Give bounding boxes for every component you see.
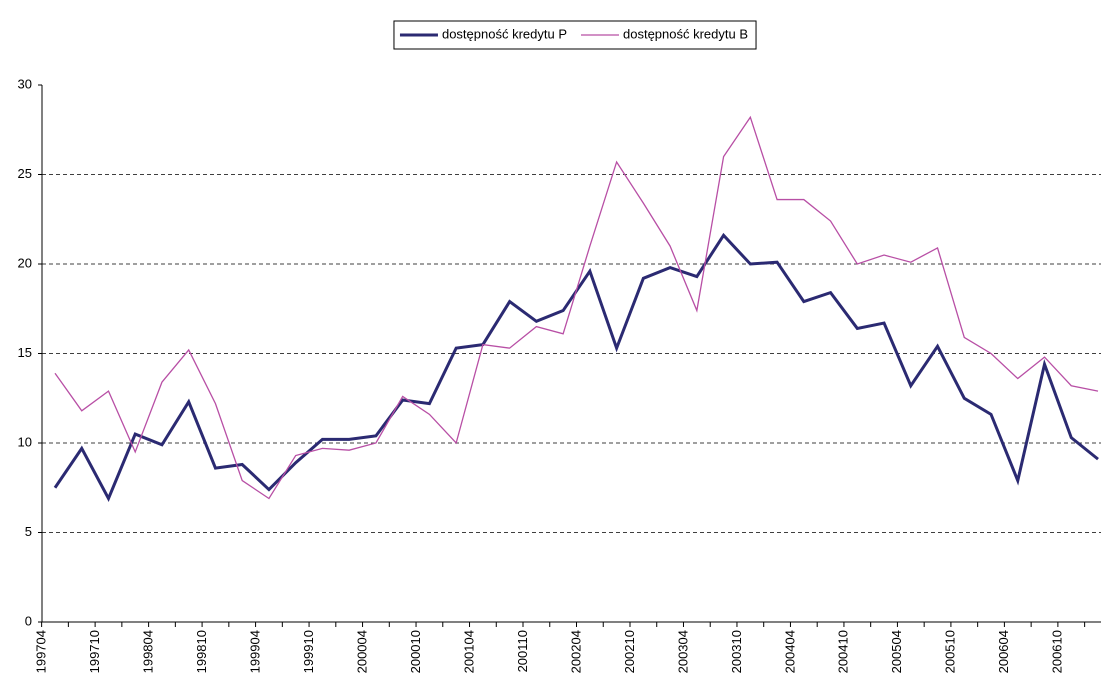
y-tick-label: 15 (18, 345, 32, 360)
x-tick-label: 199704 (33, 630, 48, 673)
legend: dostępność kredytu P dostępność kredytu B (393, 20, 757, 50)
x-tick-label: 200304 (675, 630, 690, 673)
y-tick-label: 25 (18, 166, 32, 181)
y-tick-label: 30 (18, 76, 32, 91)
x-tick-label: 200310 (729, 630, 744, 673)
x-tick-label: 199910 (301, 630, 316, 673)
x-tick-label: 200504 (889, 630, 904, 673)
series-line (54, 115, 1099, 500)
x-tick-label: 199904 (247, 630, 262, 673)
x-tick-label: 199810 (194, 630, 209, 673)
x-tick-label: 200510 (943, 630, 958, 673)
x-tick-label: 200410 (836, 630, 851, 673)
x-tick-label: 200204 (568, 630, 583, 673)
series-line (53, 232, 1099, 502)
x-tick-label: 200610 (1050, 630, 1065, 673)
y-tick-label: 0 (25, 613, 32, 628)
y-tick-label: 20 (18, 255, 32, 270)
x-tick-label: 200404 (782, 630, 797, 673)
x-tick-label: 200110 (515, 630, 530, 672)
x-tick-label: 200004 (354, 630, 369, 673)
y-tick-label: 5 (25, 524, 32, 539)
legend-label: dostępność kredytu B (623, 26, 748, 41)
legend-box (393, 20, 757, 50)
y-tick-label: 10 (18, 434, 32, 449)
x-tick-label: 200210 (622, 630, 637, 673)
x-tick-label: 200010 (408, 630, 423, 673)
legend-label: dostępność kredytu P (442, 26, 567, 41)
x-tick-label: 200104 (461, 630, 476, 673)
x-tick-label: 200604 (996, 630, 1011, 673)
x-tick-label: 199804 (140, 630, 155, 673)
x-tick-label: 199710 (87, 630, 102, 673)
